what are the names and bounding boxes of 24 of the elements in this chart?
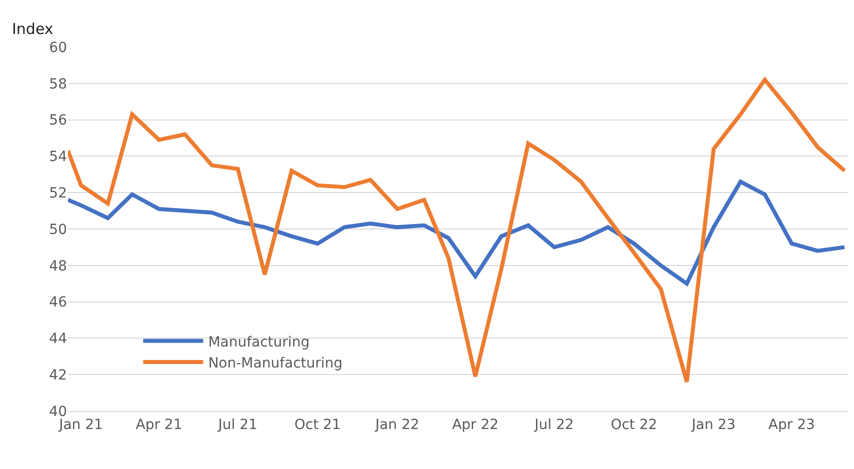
line-series <box>68 180 847 286</box>
line-series <box>68 78 847 384</box>
y-tick-label: 54 <box>49 149 68 166</box>
y-tick-label: 42 <box>49 368 67 384</box>
x-tick-label: Oct 21 <box>294 416 341 433</box>
y-tick-label: 60 <box>49 40 67 56</box>
x-tick-label: Apr 21 <box>136 416 182 433</box>
legend-label: Manufacturing <box>208 334 310 350</box>
y-tick-label: 44 <box>49 331 68 348</box>
x-tick-label: Apr 23 <box>768 416 815 433</box>
y-axis-title: Index <box>12 20 54 38</box>
legend-label: Non-Manufacturing <box>208 356 343 372</box>
y-tick-label: 50 <box>49 222 67 238</box>
y-tick-label: 58 <box>49 76 67 92</box>
x-tick-label: Jul 22 <box>534 416 574 433</box>
y-tick-label: 46 <box>49 294 68 311</box>
x-tick-label: Jan 22 <box>374 416 420 433</box>
x-tick-label: Oct 22 <box>610 416 658 433</box>
y-tick-label: 52 <box>49 186 67 202</box>
x-tick-label: Apr 22 <box>452 416 499 433</box>
x-tick-label: Jan 23 <box>690 416 736 433</box>
y-tick-label: 48 <box>49 258 67 274</box>
x-tick-label: Jul 21 <box>217 416 258 433</box>
y-tick-label: 56 <box>49 112 68 129</box>
